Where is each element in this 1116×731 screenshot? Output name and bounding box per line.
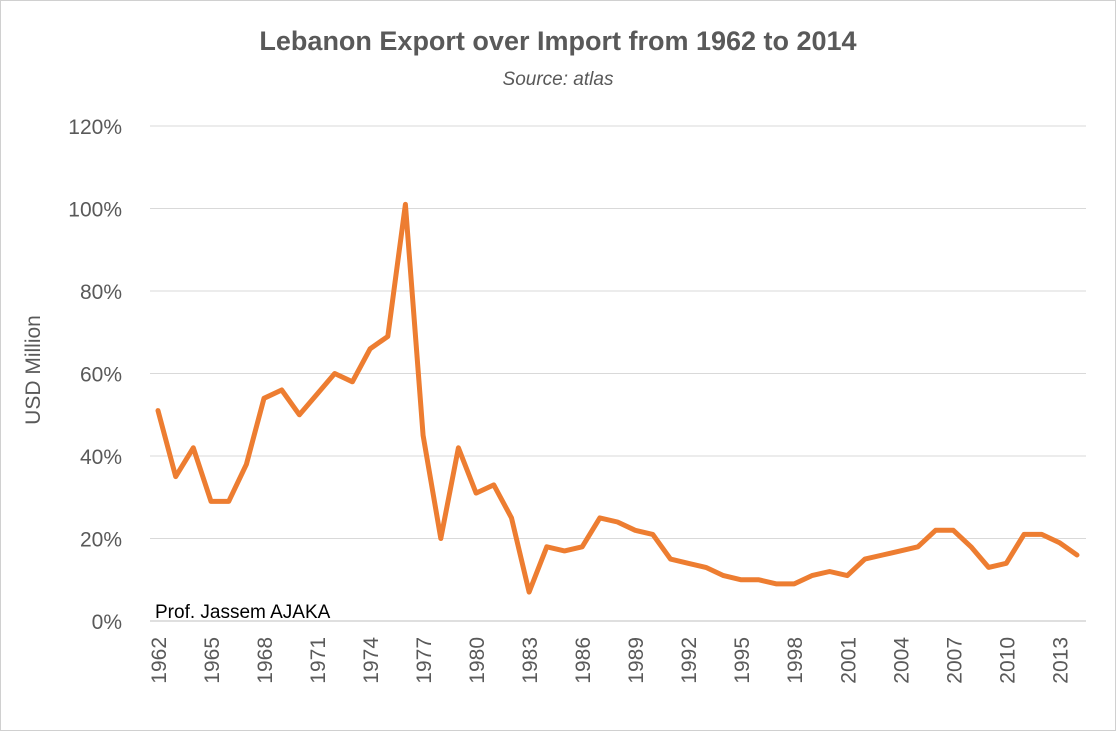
y-tick-label: 120% xyxy=(68,116,122,139)
x-tick-label: 1968 xyxy=(254,637,277,684)
x-tick-label: 2004 xyxy=(890,637,913,684)
x-tick-label: 1971 xyxy=(307,637,330,684)
author-annotation: Prof. Jassem AJAKA xyxy=(155,602,331,623)
chart-subtitle: Source: atlas xyxy=(502,69,614,90)
x-tick-label: 2013 xyxy=(1049,637,1072,684)
y-tick-label: 0% xyxy=(92,611,122,634)
x-tick-label: 1962 xyxy=(148,637,171,684)
chart-title: Lebanon Export over Import from 1962 to … xyxy=(259,26,857,56)
x-tick-label: 1992 xyxy=(678,637,701,684)
x-tick-label: 1977 xyxy=(413,637,436,684)
x-tick-label: 1998 xyxy=(784,637,807,684)
y-tick-label: 100% xyxy=(68,199,122,222)
series-line xyxy=(155,201,1080,595)
x-tick-label: 1980 xyxy=(466,637,489,684)
x-tick-label: 2007 xyxy=(943,637,966,684)
x-tick-label: 2001 xyxy=(837,637,860,684)
y-tick-label: 20% xyxy=(80,529,122,552)
x-tick-label: 1974 xyxy=(360,637,383,684)
y-tick-label: 40% xyxy=(80,446,122,469)
x-tick-label: 1986 xyxy=(572,637,595,684)
x-tick-label: 1983 xyxy=(519,637,542,684)
x-tick-label: 1989 xyxy=(625,637,648,684)
y-tick-label: 60% xyxy=(80,364,122,387)
x-tick-label: 1995 xyxy=(731,637,754,684)
y-tick-label: 80% xyxy=(80,281,122,304)
x-tick-label: 1965 xyxy=(201,637,224,684)
x-tick-label: 2010 xyxy=(996,637,1019,684)
